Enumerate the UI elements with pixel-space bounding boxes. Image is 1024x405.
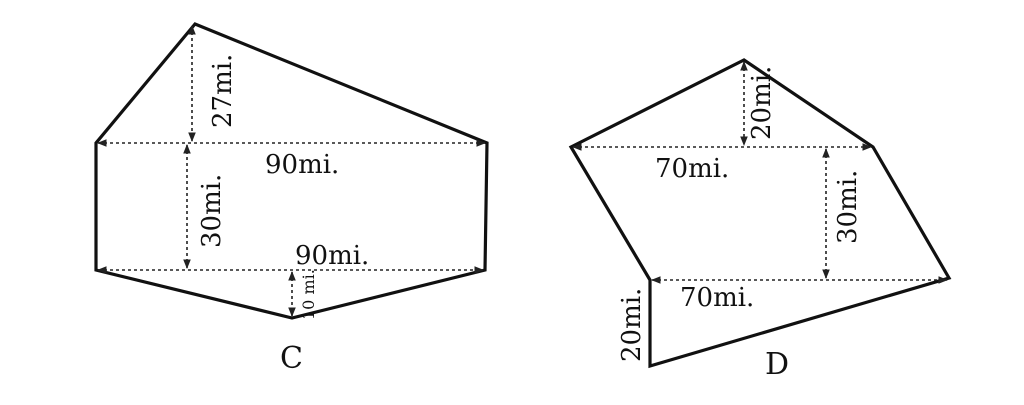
figure-c-top-width-label: 90mi.	[265, 150, 339, 180]
figure-c-outline	[94, 22, 489, 320]
figure-d: 20mi. 70mi. 30mi. 70mi. 20mi. D	[568, 58, 952, 382]
figure-c-bottom-width-label: 90mi.	[295, 241, 369, 271]
figure-d-left-height-label: 20mi.	[617, 288, 647, 362]
figure-c-letter: C	[280, 341, 303, 376]
figure-d-bottom-width-label: 70mi.	[680, 283, 754, 313]
figure-d-letter: D	[765, 347, 789, 382]
figure-c: 27mi. 90mi. 30mi. 90mi. 10 mi. C	[94, 22, 489, 376]
figure-d-outline	[568, 58, 952, 369]
figure-c-middle-height-label: 30mi.	[197, 174, 227, 248]
figure-c-top-height-label: 27mi.	[208, 54, 238, 128]
figure-d-top-height-label: 20mi.	[747, 66, 777, 140]
figure-c-bottom-height-label: 10 mi.	[299, 269, 318, 320]
figure-d-middle-height-label: 30mi.	[833, 170, 863, 244]
figure-d-top-width-label: 70mi.	[655, 154, 729, 184]
